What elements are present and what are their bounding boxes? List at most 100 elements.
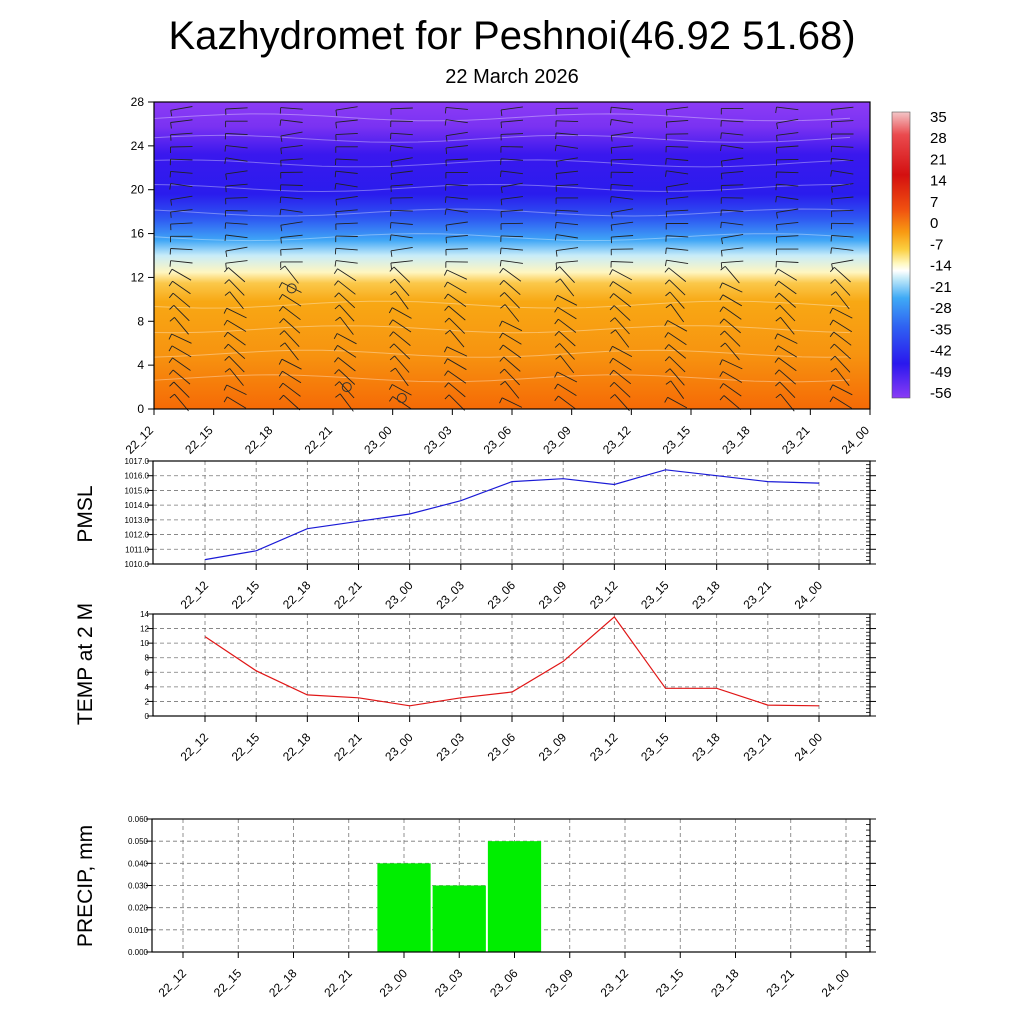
wind-barb [776,118,799,124]
wind-barb [390,234,413,239]
wind-barb [556,260,579,264]
wind-barb [504,292,520,309]
x-tick-label: 22_15 [229,578,263,612]
wind-barb-flag [555,173,558,180]
y-tick-label: 0.030 [128,882,149,891]
wind-barb [390,222,413,225]
colorbar-label: -7 [930,236,943,253]
contour-line [153,374,851,383]
wind-barb-flag [389,266,395,272]
wind-barb [337,345,357,358]
heatmap-y-tick-label: 12 [131,270,145,284]
wind-barb [501,397,523,408]
wind-barb-flag [500,187,503,194]
wind-barb [558,318,577,333]
wind-barb [445,158,468,161]
wind-barb-flag [389,222,392,229]
wind-barb-flag [664,279,670,285]
wind-barb [174,393,189,412]
heatmap-x-tick-label: 23_06 [481,423,515,457]
wind-barb-flag [609,281,614,287]
wind-barb [390,260,413,264]
wind-barb-flag [610,147,613,154]
wind-barb-flag [720,342,726,348]
wind-barb [338,369,356,385]
wind-barb-flag [719,282,723,289]
wind-barb [668,356,686,373]
wind-barb [170,248,193,251]
wind-barb-flag [774,345,779,352]
wind-barb-flag [335,393,341,398]
wind-barb [777,268,798,281]
wind-barb [721,209,744,212]
x-tick-label: 23_03 [433,730,467,764]
wind-barb [280,119,303,123]
wind-barb [724,342,740,361]
wind-barb [504,381,520,399]
wind-barb-flag [168,345,173,352]
heatmap-y-tick-label: 24 [131,139,145,153]
wind-barb-flag [720,222,722,229]
y-tick-label: 0 [145,712,150,721]
y-tick-label: 0.000 [128,948,149,957]
wind-barb [172,369,191,385]
wind-barb-flag [224,291,230,296]
wind-barb [335,195,358,200]
wind-barb [831,196,854,200]
colorbar-label: -42 [930,343,952,360]
wind-barb-flag [555,222,557,229]
x-tick-label: 23_03 [432,966,466,1000]
wind-barb-flag [333,333,338,340]
wind-barb [611,261,634,263]
wind-barb [280,107,303,110]
x-tick-label: 23_21 [740,578,774,612]
wind-barb-flag [224,234,227,241]
wind-barb-flag [170,199,173,206]
wind-barb [226,384,247,396]
wind-barb-flag [554,295,558,301]
heatmap-y-tick-label: 28 [131,95,145,109]
wind-barb [559,266,575,284]
wind-barb [611,119,634,124]
wind-barb [666,235,689,238]
temp2m-line [204,616,820,707]
wind-barb [721,144,744,149]
wind-barb [170,158,193,161]
wind-barb-flag [278,382,284,389]
wind-barb [780,317,795,335]
wind-barb-flag [169,183,172,190]
wind-barb-flag [444,382,449,388]
wind-barb-flag [829,267,835,273]
wind-barb [834,279,851,296]
wind-barb [228,343,246,360]
wind-barb-flag [444,196,447,203]
wind-barb [282,370,302,384]
wind-barb [776,132,799,136]
wind-barb-flag [720,132,722,139]
wind-barb [280,221,303,226]
wind-barb [446,346,468,357]
wind-barb-flag [388,307,393,314]
wind-barb-flag [389,343,395,349]
wind-barb [721,184,744,186]
wind-barb-flag [775,381,781,387]
chart-date: 22 March 2026 [445,66,579,88]
wind-barb [559,278,575,297]
wind-barb [776,171,799,174]
calm-wind-circle [396,393,407,404]
wind-barb [776,145,799,148]
wind-barb [448,317,466,334]
wind-barb [670,380,685,399]
wind-barb [724,330,741,347]
wind-barb [447,358,467,371]
wind-barb [777,345,798,358]
wind-barb [559,343,575,360]
wind-barb [722,282,743,293]
wind-barb [831,120,854,123]
wind-barb [225,170,248,175]
heatmap-field [154,102,870,409]
colorbar-label: 7 [930,194,938,211]
wind-barb-flag [720,173,723,180]
wind-barb [284,342,299,361]
wind-barb-flag [554,234,557,241]
